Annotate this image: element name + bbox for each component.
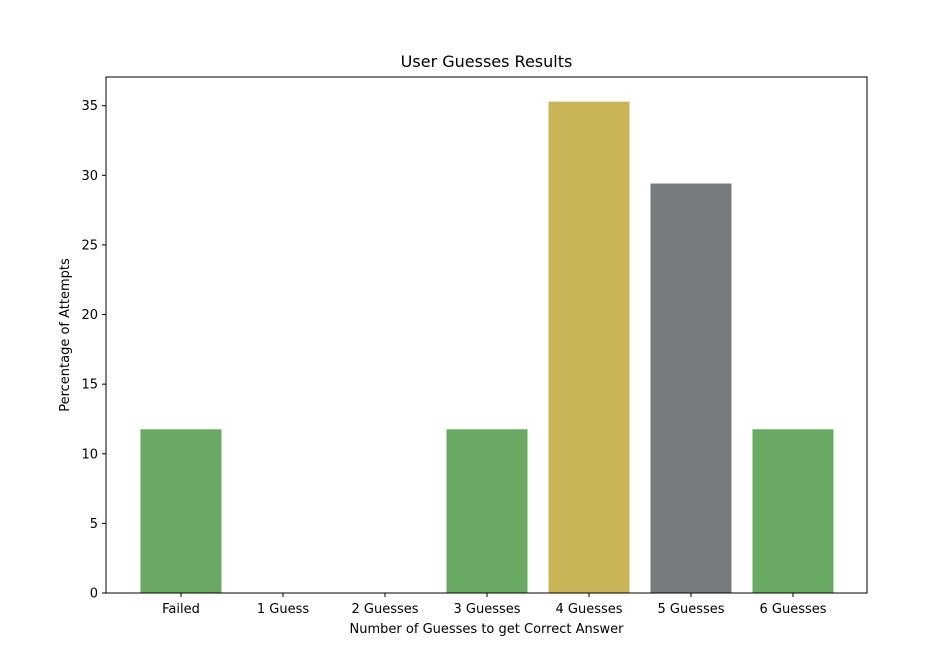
x-tick-label-1: 1 Guess — [257, 602, 309, 617]
x-tick-label-5: 5 Guesses — [657, 602, 724, 617]
y-tick-label-7: 35 — [81, 99, 98, 114]
x-tick-label-0: Failed — [162, 602, 200, 617]
y-tick-label-2: 10 — [81, 447, 98, 462]
x-tick-label-2: 2 Guesses — [351, 602, 418, 617]
bar-0 — [140, 429, 222, 593]
x-tick-label-4: 4 Guesses — [555, 602, 622, 617]
bar-3 — [446, 429, 528, 593]
bar-4 — [548, 101, 630, 594]
bars-group — [140, 101, 834, 594]
bar-6 — [752, 429, 834, 593]
y-tick-label-0: 0 — [90, 587, 98, 602]
x-axis-label: Number of Guesses to get Correct Answer — [350, 622, 625, 637]
y-tick-label-6: 30 — [81, 169, 98, 184]
x-tick-label-3: 3 Guesses — [453, 602, 520, 617]
y-tick-label-3: 15 — [81, 378, 98, 393]
x-tick-label-6: 6 Guesses — [759, 602, 826, 617]
chart-title: User Guesses Results — [401, 52, 573, 71]
y-axis-label: Percentage of Attempts — [58, 258, 73, 412]
y-axis: 0 5 10 15 20 25 30 35 — [81, 99, 106, 602]
x-axis: Failed 1 Guess 2 Guesses 3 Guesses 4 Guesses… — [162, 593, 827, 617]
bar-5 — [650, 183, 732, 593]
y-tick-label-4: 20 — [81, 308, 98, 323]
y-tick-label-1: 5 — [90, 517, 98, 532]
y-tick-label-5: 25 — [81, 238, 98, 253]
